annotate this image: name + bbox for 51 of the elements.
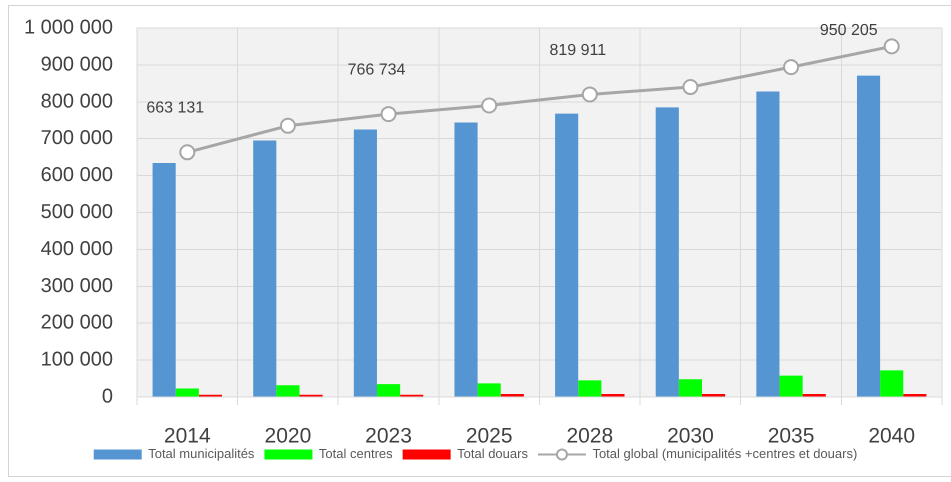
- bar: [276, 385, 300, 396]
- y-tick-label: 400 000: [40, 238, 113, 260]
- x-tick-label: 2025: [466, 424, 513, 448]
- data-label: 766 734: [348, 61, 406, 78]
- y-tick-label: 0: [102, 386, 113, 408]
- y-tick-label: 200 000: [40, 312, 113, 334]
- y-tick-label: 900 000: [40, 53, 113, 76]
- bar: [176, 388, 199, 396]
- y-tick-label: 700 000: [40, 127, 113, 150]
- legend-label: Total douars: [457, 446, 528, 462]
- bar: [376, 384, 400, 396]
- bar: [880, 370, 904, 396]
- x-tick-label: 2030: [667, 424, 714, 448]
- point: [783, 59, 800, 76]
- x-tick-label: 2040: [868, 424, 916, 448]
- point: [481, 97, 498, 114]
- bar: [756, 91, 780, 396]
- y-tick-label: 800 000: [40, 90, 113, 112]
- data-label: 663 131: [146, 100, 204, 117]
- point: [582, 86, 598, 102]
- x-tick-label: 2014: [164, 424, 211, 448]
- bar: [354, 129, 377, 396]
- point: [380, 106, 397, 122]
- x-tick-label: 2035: [768, 424, 814, 448]
- x-tick-label: 2028: [566, 424, 614, 448]
- x-tick-label: 2020: [264, 424, 312, 448]
- data-label: 950 205: [820, 22, 878, 39]
- bar: [152, 163, 176, 396]
- point: [179, 144, 196, 160]
- x-tick-label: 2023: [365, 424, 412, 448]
- legend-label: Total centres: [318, 446, 394, 462]
- data-label: 819 911: [549, 42, 606, 59]
- y-tick-label: 600 000: [40, 164, 113, 186]
- bar: [253, 140, 276, 396]
- bar: [656, 107, 679, 396]
- y-tick-label: 100 000: [40, 348, 113, 371]
- bar: [678, 379, 702, 396]
- y-tick-label: 500 000: [40, 201, 113, 224]
- bar: [779, 376, 803, 396]
- point: [280, 118, 296, 134]
- bar: [478, 383, 501, 396]
- legend-label: Total global (municipalités +centres et douars): [592, 446, 858, 462]
- point: [682, 79, 698, 96]
- bar: [555, 114, 578, 396]
- bar: [578, 380, 602, 396]
- legend-label: Total municipalités: [148, 446, 255, 462]
- y-tick-label: 1 000 000: [24, 16, 113, 39]
- point: [884, 38, 900, 54]
- y-tick-label: 300 000: [40, 274, 113, 297]
- bar: [856, 76, 880, 396]
- bar: [454, 122, 478, 396]
